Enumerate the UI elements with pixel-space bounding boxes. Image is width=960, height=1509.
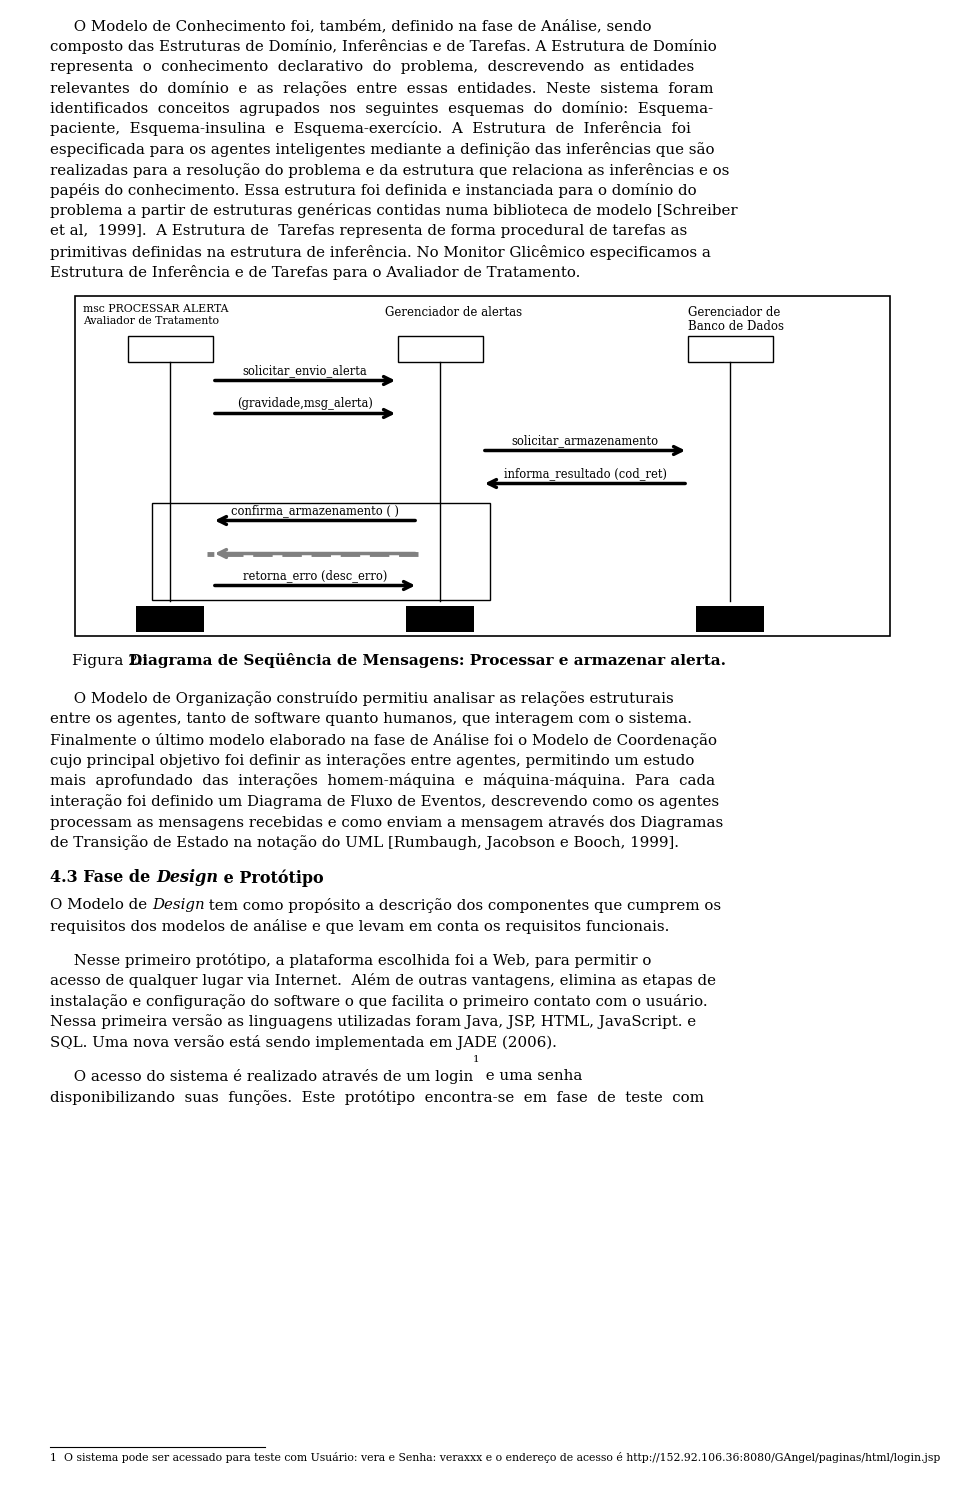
Text: O Modelo de Organização construído permitiu analisar as relações estruturais: O Modelo de Organização construído permi… [50,691,674,706]
Text: Banco de Dados: Banco de Dados [688,320,784,332]
Bar [152,502,490,599]
Text: disponibilizando  suas  funções.  Este  protótipo  encontra-se  em  fase  de  te: disponibilizando suas funções. Este prot… [50,1089,704,1105]
Text: solicitar_envio_alerta: solicitar_envio_alerta [243,365,368,377]
Text: relevantes  do  domínio  e  as  relações  entre  essas  entidades.  Neste  siste: relevantes do domínio e as relações entr… [50,80,713,95]
Text: SQL. Uma nova versão está sendo implementada em JADE (2006).: SQL. Uma nova versão está sendo implemen… [50,1035,557,1050]
Text: composto das Estruturas de Domínio, Inferências e de Tarefas. A Estrutura de Dom: composto das Estruturas de Domínio, Infe… [50,39,717,54]
Bar [696,605,764,631]
Text: O Modelo de: O Modelo de [50,898,152,911]
Text: Figura 2.: Figura 2. [72,653,148,667]
Text: entre os agentes, tanto de software quanto humanos, que interagem com o sistema.: entre os agentes, tanto de software quan… [50,712,692,726]
Text: mais  aprofundado  das  interações  homem-máquina  e  máquina-máquina.  Para  ca: mais aprofundado das interações homem-má… [50,774,715,789]
Text: Nessa primeira versão as linguagens utilizadas foram Java, JSP, HTML, JavaScript: Nessa primeira versão as linguagens util… [50,1014,696,1029]
Text: processam as mensagens recebidas e como enviam a mensagem através dos Diagramas: processam as mensagens recebidas e como … [50,815,723,830]
Text: primitivas definidas na estrutura de inferência. No Monitor Glicêmico especifica: primitivas definidas na estrutura de inf… [50,244,710,260]
Text: Avaliador de Tratamento: Avaliador de Tratamento [83,315,219,326]
Text: et al,  1999].  A Estrutura de  Tarefas representa de forma procedural de tarefa: et al, 1999]. A Estrutura de Tarefas rep… [50,223,687,238]
Text: realizadas para a resolução do problema e da estrutura que relaciona as inferênc: realizadas para a resolução do problema … [50,163,730,178]
Text: retorna_erro (desc_erro): retorna_erro (desc_erro) [243,569,387,582]
Text: 1  O sistema pode ser acessado para teste com Usuário: vera e Senha: veraxxx e o: 1 O sistema pode ser acessado para teste… [50,1452,941,1464]
Bar [128,335,213,362]
Text: solicitar_armazenamento: solicitar_armazenamento [512,435,659,448]
Text: (gravidade,msg_alerta): (gravidade,msg_alerta) [237,397,372,410]
Bar [406,605,474,631]
Text: Nesse primeiro protótipo, a plataforma escolhida foi a Web, para permitir o: Nesse primeiro protótipo, a plataforma e… [50,954,652,967]
Text: problema a partir de estruturas genéricas contidas numa biblioteca de modelo [Sc: problema a partir de estruturas genérica… [50,204,737,219]
Text: O Modelo de Conhecimento foi, também, definido na fase de Análise, sendo: O Modelo de Conhecimento foi, também, de… [50,20,652,33]
Text: especificada para os agentes inteligentes mediante a definição das inferências q: especificada para os agentes inteligente… [50,142,714,157]
Bar [75,296,890,635]
Bar [398,335,483,362]
Text: Gerenciador de: Gerenciador de [688,305,780,318]
Text: 4.3 Fase de: 4.3 Fase de [50,869,156,886]
Text: interação foi definido um Diagrama de Fluxo de Eventos, descrevendo como os agen: interação foi definido um Diagrama de Fl… [50,794,719,809]
Text: e uma senha: e uma senha [481,1070,583,1083]
Text: O acesso do sistema é realizado através de um login: O acesso do sistema é realizado através … [50,1070,473,1085]
Text: 1: 1 [473,1055,480,1064]
Text: cujo principal objetivo foi definir as interações entre agentes, permitindo um e: cujo principal objetivo foi definir as i… [50,753,694,768]
Text: Gerenciador de alertas: Gerenciador de alertas [385,305,522,318]
Text: instalação e configuração do software o que facilita o primeiro contato com o us: instalação e configuração do software o … [50,994,708,1010]
Text: identificados  conceitos  agrupados  nos  seguintes  esquemas  do  domínio:  Esq: identificados conceitos agrupados nos se… [50,101,713,116]
Text: paciente,  Esquema-insulina  e  Esquema-exercício.  A  Estrutura  de  Inferência: paciente, Esquema-insulina e Esquema-exe… [50,122,691,136]
Text: requisitos dos modelos de análise e que levam em conta os requisitos funcionais.: requisitos dos modelos de análise e que … [50,919,669,934]
Text: Estrutura de Inferência e de Tarefas para o Avaliador de Tratamento.: Estrutura de Inferência e de Tarefas par… [50,266,581,281]
Text: Design: Design [152,898,204,911]
Text: informa_resultado (cod_ret): informa_resultado (cod_ret) [503,468,666,480]
Text: representa  o  conhecimento  declarativo  do  problema,  descrevendo  as  entida: representa o conhecimento declarativo do… [50,60,694,74]
Text: Finalmente o último modelo elaborado na fase de Análise foi o Modelo de Coordena: Finalmente o último modelo elaborado na … [50,732,717,747]
Text: acesso de qualquer lugar via Internet.  Além de outras vantagens, elimina as eta: acesso de qualquer lugar via Internet. A… [50,973,716,988]
Text: Diagrama de Seqüência de Mensagens: Processar e armazenar alerta.: Diagrama de Seqüência de Mensagens: Proc… [129,653,726,668]
Bar [688,335,773,362]
Text: msc PROCESSAR ALERTA: msc PROCESSAR ALERTA [83,303,228,314]
Text: de Transição de Estado na notação do UML [Rumbaugh, Jacobson e Booch, 1999].: de Transição de Estado na notação do UML… [50,834,679,850]
Text: confirma_armazenamento ( ): confirma_armazenamento ( ) [231,504,399,518]
Text: Design: Design [156,869,218,886]
Bar [136,605,204,631]
Text: tem como propósito a descrição dos componentes que cumprem os: tem como propósito a descrição dos compo… [204,898,722,913]
Text: papéis do conhecimento. Essa estrutura foi definida e instanciada para o domínio: papéis do conhecimento. Essa estrutura f… [50,183,697,198]
Text: e Protótipo: e Protótipo [218,869,324,887]
